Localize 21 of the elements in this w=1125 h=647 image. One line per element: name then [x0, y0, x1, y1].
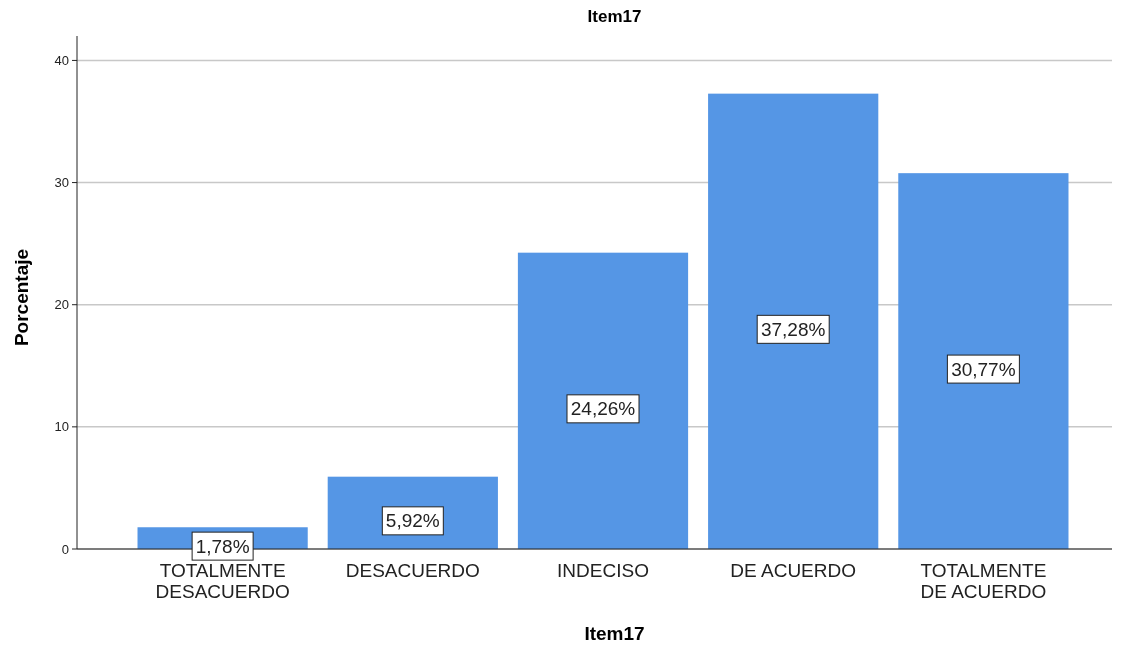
bar — [898, 173, 1069, 549]
data-label: 37,28% — [760, 318, 826, 340]
x-tick-label: DESACUERDO — [345, 560, 480, 581]
data-label: 1,78% — [195, 535, 250, 557]
chart-title: Item17 — [587, 7, 642, 26]
y-tick-label: 0 — [61, 541, 69, 557]
y-tick-label: 20 — [54, 297, 69, 313]
x-tick-label: INDECISO — [557, 560, 649, 581]
data-label: 5,92% — [385, 510, 440, 532]
y-tick-label: 40 — [54, 52, 69, 68]
bar — [708, 93, 879, 549]
data-label: 24,26% — [570, 398, 636, 420]
y-axis-title: Porcentaje — [11, 248, 32, 347]
x-tick-label: TOTALMENTE DESACUERDO — [155, 560, 290, 602]
bar — [517, 252, 689, 549]
y-tick-label: 30 — [54, 175, 69, 191]
y-tick-label: 10 — [54, 419, 69, 435]
x-axis-title: Item17 — [584, 623, 645, 644]
data-label: 30,77% — [951, 358, 1016, 380]
x-tick-label: TOTALMENTE DE ACUERDO — [920, 560, 1047, 602]
x-tick-label: DE ACUERDO — [730, 560, 857, 581]
